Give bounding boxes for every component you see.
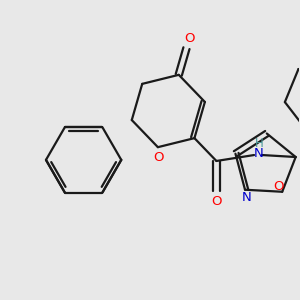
Text: O: O: [273, 180, 284, 193]
Text: H: H: [255, 136, 263, 150]
Text: O: O: [211, 195, 222, 208]
Text: N: N: [254, 146, 264, 160]
Text: N: N: [242, 191, 252, 204]
Text: O: O: [154, 151, 164, 164]
Text: O: O: [184, 32, 194, 45]
